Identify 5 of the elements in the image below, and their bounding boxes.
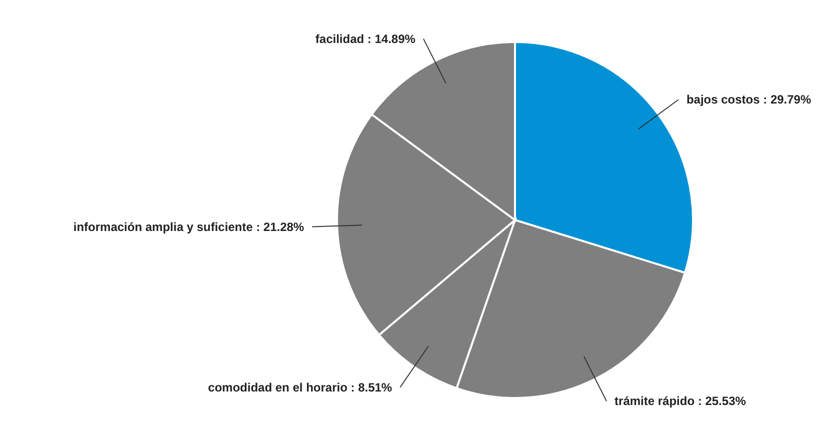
slice-label: comodidad en el horario : 8.51% bbox=[208, 380, 392, 394]
slice-label: facilidad : 14.89% bbox=[315, 32, 416, 46]
slice-label: información amplia y suficiente : 21.28% bbox=[73, 220, 304, 234]
slice-label: bajos costos : 29.79% bbox=[686, 92, 812, 107]
slice-label: trámite rápido : 25.53% bbox=[614, 394, 746, 408]
